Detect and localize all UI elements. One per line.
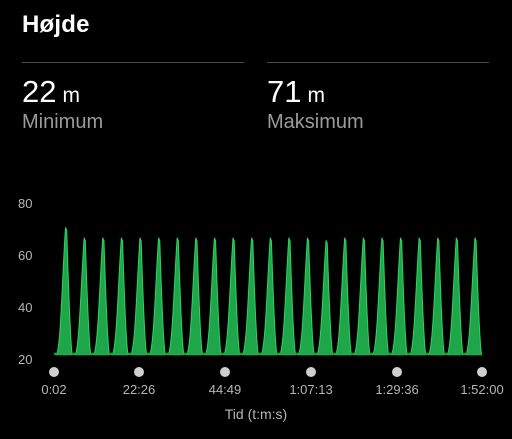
altitude-peak xyxy=(427,237,446,356)
altitude-peak xyxy=(166,237,185,356)
altitude-peak xyxy=(334,237,352,356)
maximum-number: 71 xyxy=(267,74,302,109)
maximum-value: 71 m xyxy=(267,74,325,110)
divider-right xyxy=(267,62,489,63)
altitude-peak xyxy=(464,237,483,356)
altitude-peak xyxy=(110,237,129,356)
altitude-peak xyxy=(240,237,259,356)
y-tick-80: 80 xyxy=(18,196,33,211)
x-tick-marker xyxy=(220,367,230,377)
altitude-peak xyxy=(203,237,222,356)
altitude-peak xyxy=(222,237,241,356)
altitude-peak xyxy=(408,237,427,356)
x-axis-title: Tid (t:m:s) xyxy=(224,406,288,422)
minimum-label: Minimum xyxy=(22,111,104,133)
x-tick-label: 44:49 xyxy=(208,382,242,397)
altitude-peak xyxy=(92,237,111,356)
altitude-peak xyxy=(147,237,166,356)
altitude-baseline xyxy=(54,352,482,355)
altitude-peak xyxy=(259,237,278,356)
minimum-unit: m xyxy=(62,84,80,107)
x-tick-label: 1:07:13 xyxy=(289,382,333,397)
y-tick-20: 20 xyxy=(18,352,33,367)
x-tick-marker xyxy=(49,367,59,377)
altitude-peak xyxy=(445,237,464,356)
x-tick-label: 22:26 xyxy=(122,382,156,397)
altitude-peak xyxy=(54,227,73,356)
maximum-label: Maksimum xyxy=(267,111,364,133)
altitude-peak xyxy=(73,237,92,356)
altitude-peak xyxy=(352,237,371,356)
x-tick-marker xyxy=(477,367,487,377)
minimum-value: 22 m xyxy=(22,74,80,110)
y-tick-60: 60 xyxy=(18,248,33,263)
x-tick-label: 1:52:00 xyxy=(460,382,504,397)
altitude-peak xyxy=(389,237,408,356)
y-tick-40: 40 xyxy=(18,300,33,315)
altitude-peak xyxy=(185,237,204,356)
altitude-peak xyxy=(371,237,390,356)
x-tick-label: 1:29:36 xyxy=(375,382,419,397)
altitude-peak xyxy=(315,240,334,356)
altitude-peak xyxy=(129,237,148,356)
divider-left xyxy=(22,62,244,63)
altitude-peak xyxy=(296,237,315,356)
maximum-unit: m xyxy=(307,84,325,107)
x-tick-marker xyxy=(392,367,402,377)
x-tick-label: 0:02 xyxy=(41,382,67,397)
altitude-peak xyxy=(278,237,297,356)
x-tick-marker xyxy=(306,367,316,377)
page-title: Højde xyxy=(22,11,90,38)
minimum-number: 22 xyxy=(22,74,57,109)
x-tick-marker xyxy=(134,367,144,377)
